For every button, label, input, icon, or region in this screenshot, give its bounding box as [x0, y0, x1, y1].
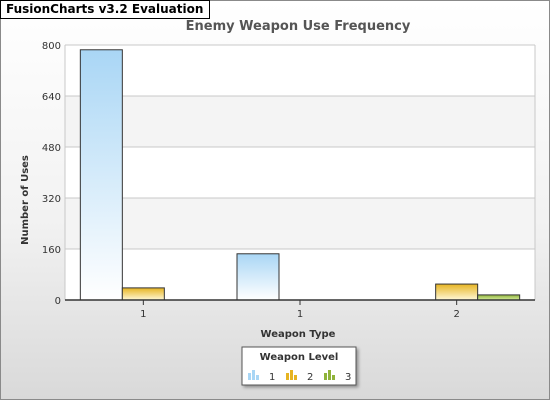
- legend-item-1: 1: [248, 370, 275, 383]
- legend-swatch-bar: [328, 370, 331, 380]
- legend-swatch-bar: [324, 373, 327, 380]
- evaluation-badge: FusionCharts v3.2 Evaluation: [0, 0, 211, 19]
- legend-swatch-bar: [286, 373, 289, 380]
- legend-box: [241, 346, 357, 386]
- legend-label: 3: [345, 372, 351, 383]
- y-tick-label: 480: [42, 143, 61, 154]
- bar-level-3: [477, 294, 521, 301]
- bar-level-1: [236, 253, 280, 301]
- legend-item-3: 3: [324, 370, 351, 383]
- y-tick-label: 0: [55, 296, 61, 307]
- legend-label: 1: [269, 372, 275, 383]
- x-tick-label: 1: [297, 309, 303, 320]
- y-axis-title: Number of Uses: [20, 155, 31, 245]
- x-tick-label: 2: [453, 309, 459, 320]
- bars: [79, 49, 521, 301]
- y-tick-label: 800: [42, 41, 61, 52]
- legend-swatch-bar: [290, 370, 293, 380]
- plot-background: [65, 45, 535, 300]
- grid-band: [65, 96, 535, 147]
- legend-label: 2: [307, 372, 313, 383]
- grid-lines: [64, 44, 536, 300]
- grid-band: [65, 198, 535, 249]
- x-axis-title: Weapon Type: [261, 329, 336, 340]
- y-tick-labels: 0 160 320 480 640 800: [42, 41, 61, 307]
- legend-swatch-bar: [332, 375, 335, 380]
- legend: Weapon Level 1 2 3: [241, 346, 357, 386]
- legend-swatch-bar: [294, 375, 297, 380]
- y-tick-label: 640: [42, 92, 61, 103]
- y-tick-label: 320: [42, 194, 61, 205]
- legend-swatch-bar: [256, 375, 259, 380]
- x-tick-labels: 1 1 2: [140, 300, 460, 320]
- legend-swatch-bar: [252, 370, 255, 380]
- chart-title: Enemy Weapon Use Frequency: [186, 19, 411, 34]
- y-tick-label: 160: [42, 245, 61, 256]
- bar-level-2: [121, 287, 165, 301]
- legend-swatch-bar: [248, 373, 251, 380]
- bar-level-1: [79, 49, 123, 301]
- legend-item-2: 2: [286, 370, 313, 383]
- x-tick-label: 1: [140, 309, 146, 320]
- bar-level-2: [435, 283, 479, 301]
- legend-title: Weapon Level: [260, 352, 339, 363]
